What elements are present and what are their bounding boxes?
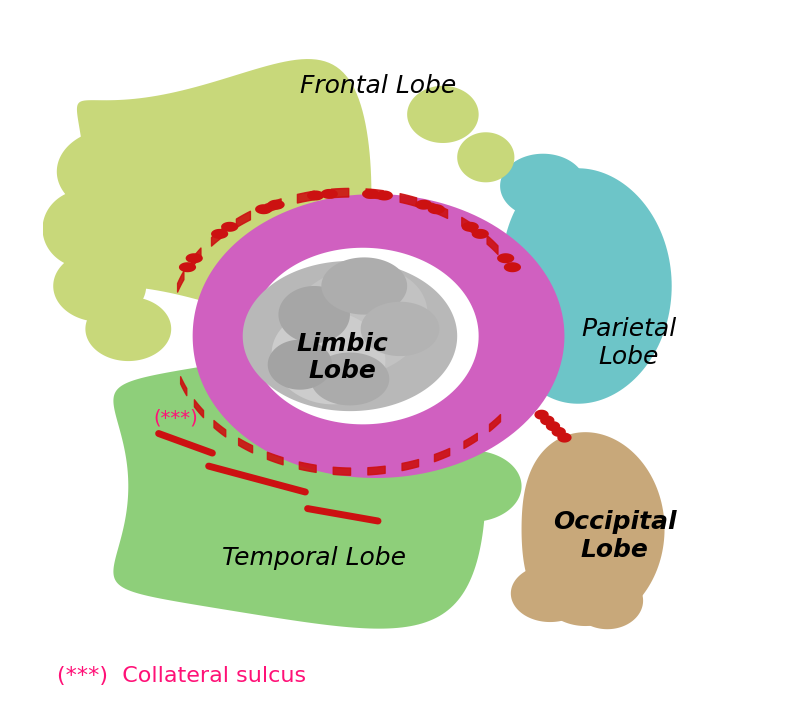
Text: Limbic
Lobe: Limbic Lobe [297,332,389,383]
Polygon shape [357,475,471,554]
Polygon shape [271,311,386,405]
Polygon shape [268,340,332,390]
Polygon shape [250,248,478,424]
Polygon shape [500,168,672,404]
Polygon shape [322,257,407,315]
Polygon shape [57,129,171,214]
Polygon shape [472,229,489,239]
Polygon shape [422,450,522,522]
Polygon shape [42,189,128,268]
Polygon shape [286,267,427,377]
Polygon shape [361,302,439,356]
Polygon shape [458,132,514,182]
Polygon shape [546,421,560,431]
Polygon shape [114,344,486,628]
Polygon shape [267,199,285,209]
Text: Parietal
Lobe: Parietal Lobe [581,317,677,369]
Polygon shape [551,427,566,437]
Polygon shape [415,199,432,209]
Polygon shape [179,262,196,272]
Polygon shape [321,189,338,199]
Polygon shape [428,204,445,214]
Text: Occipital
Lobe: Occipital Lobe [553,511,676,562]
Text: (***): (***) [154,409,198,428]
Polygon shape [242,261,457,411]
Polygon shape [278,286,350,343]
Polygon shape [307,190,324,200]
Polygon shape [193,194,565,478]
Polygon shape [504,262,521,272]
Polygon shape [407,86,478,143]
Polygon shape [221,222,238,232]
Polygon shape [522,432,665,626]
Text: Temporal Lobe: Temporal Lobe [222,546,406,570]
Polygon shape [572,572,643,629]
Polygon shape [54,250,146,322]
Text: Frontal Lobe: Frontal Lobe [301,74,457,98]
Polygon shape [497,253,514,263]
Polygon shape [77,59,371,327]
Polygon shape [255,204,272,214]
Polygon shape [511,565,590,622]
Polygon shape [362,189,379,199]
Polygon shape [310,352,390,405]
Polygon shape [186,253,203,263]
Polygon shape [462,222,479,232]
Polygon shape [211,229,228,239]
Polygon shape [86,297,171,361]
Polygon shape [500,154,586,218]
Polygon shape [534,410,549,420]
Text: (***)  Collateral sulcus: (***) Collateral sulcus [57,666,306,686]
Polygon shape [558,433,571,443]
Polygon shape [376,190,393,200]
Polygon shape [540,415,554,425]
